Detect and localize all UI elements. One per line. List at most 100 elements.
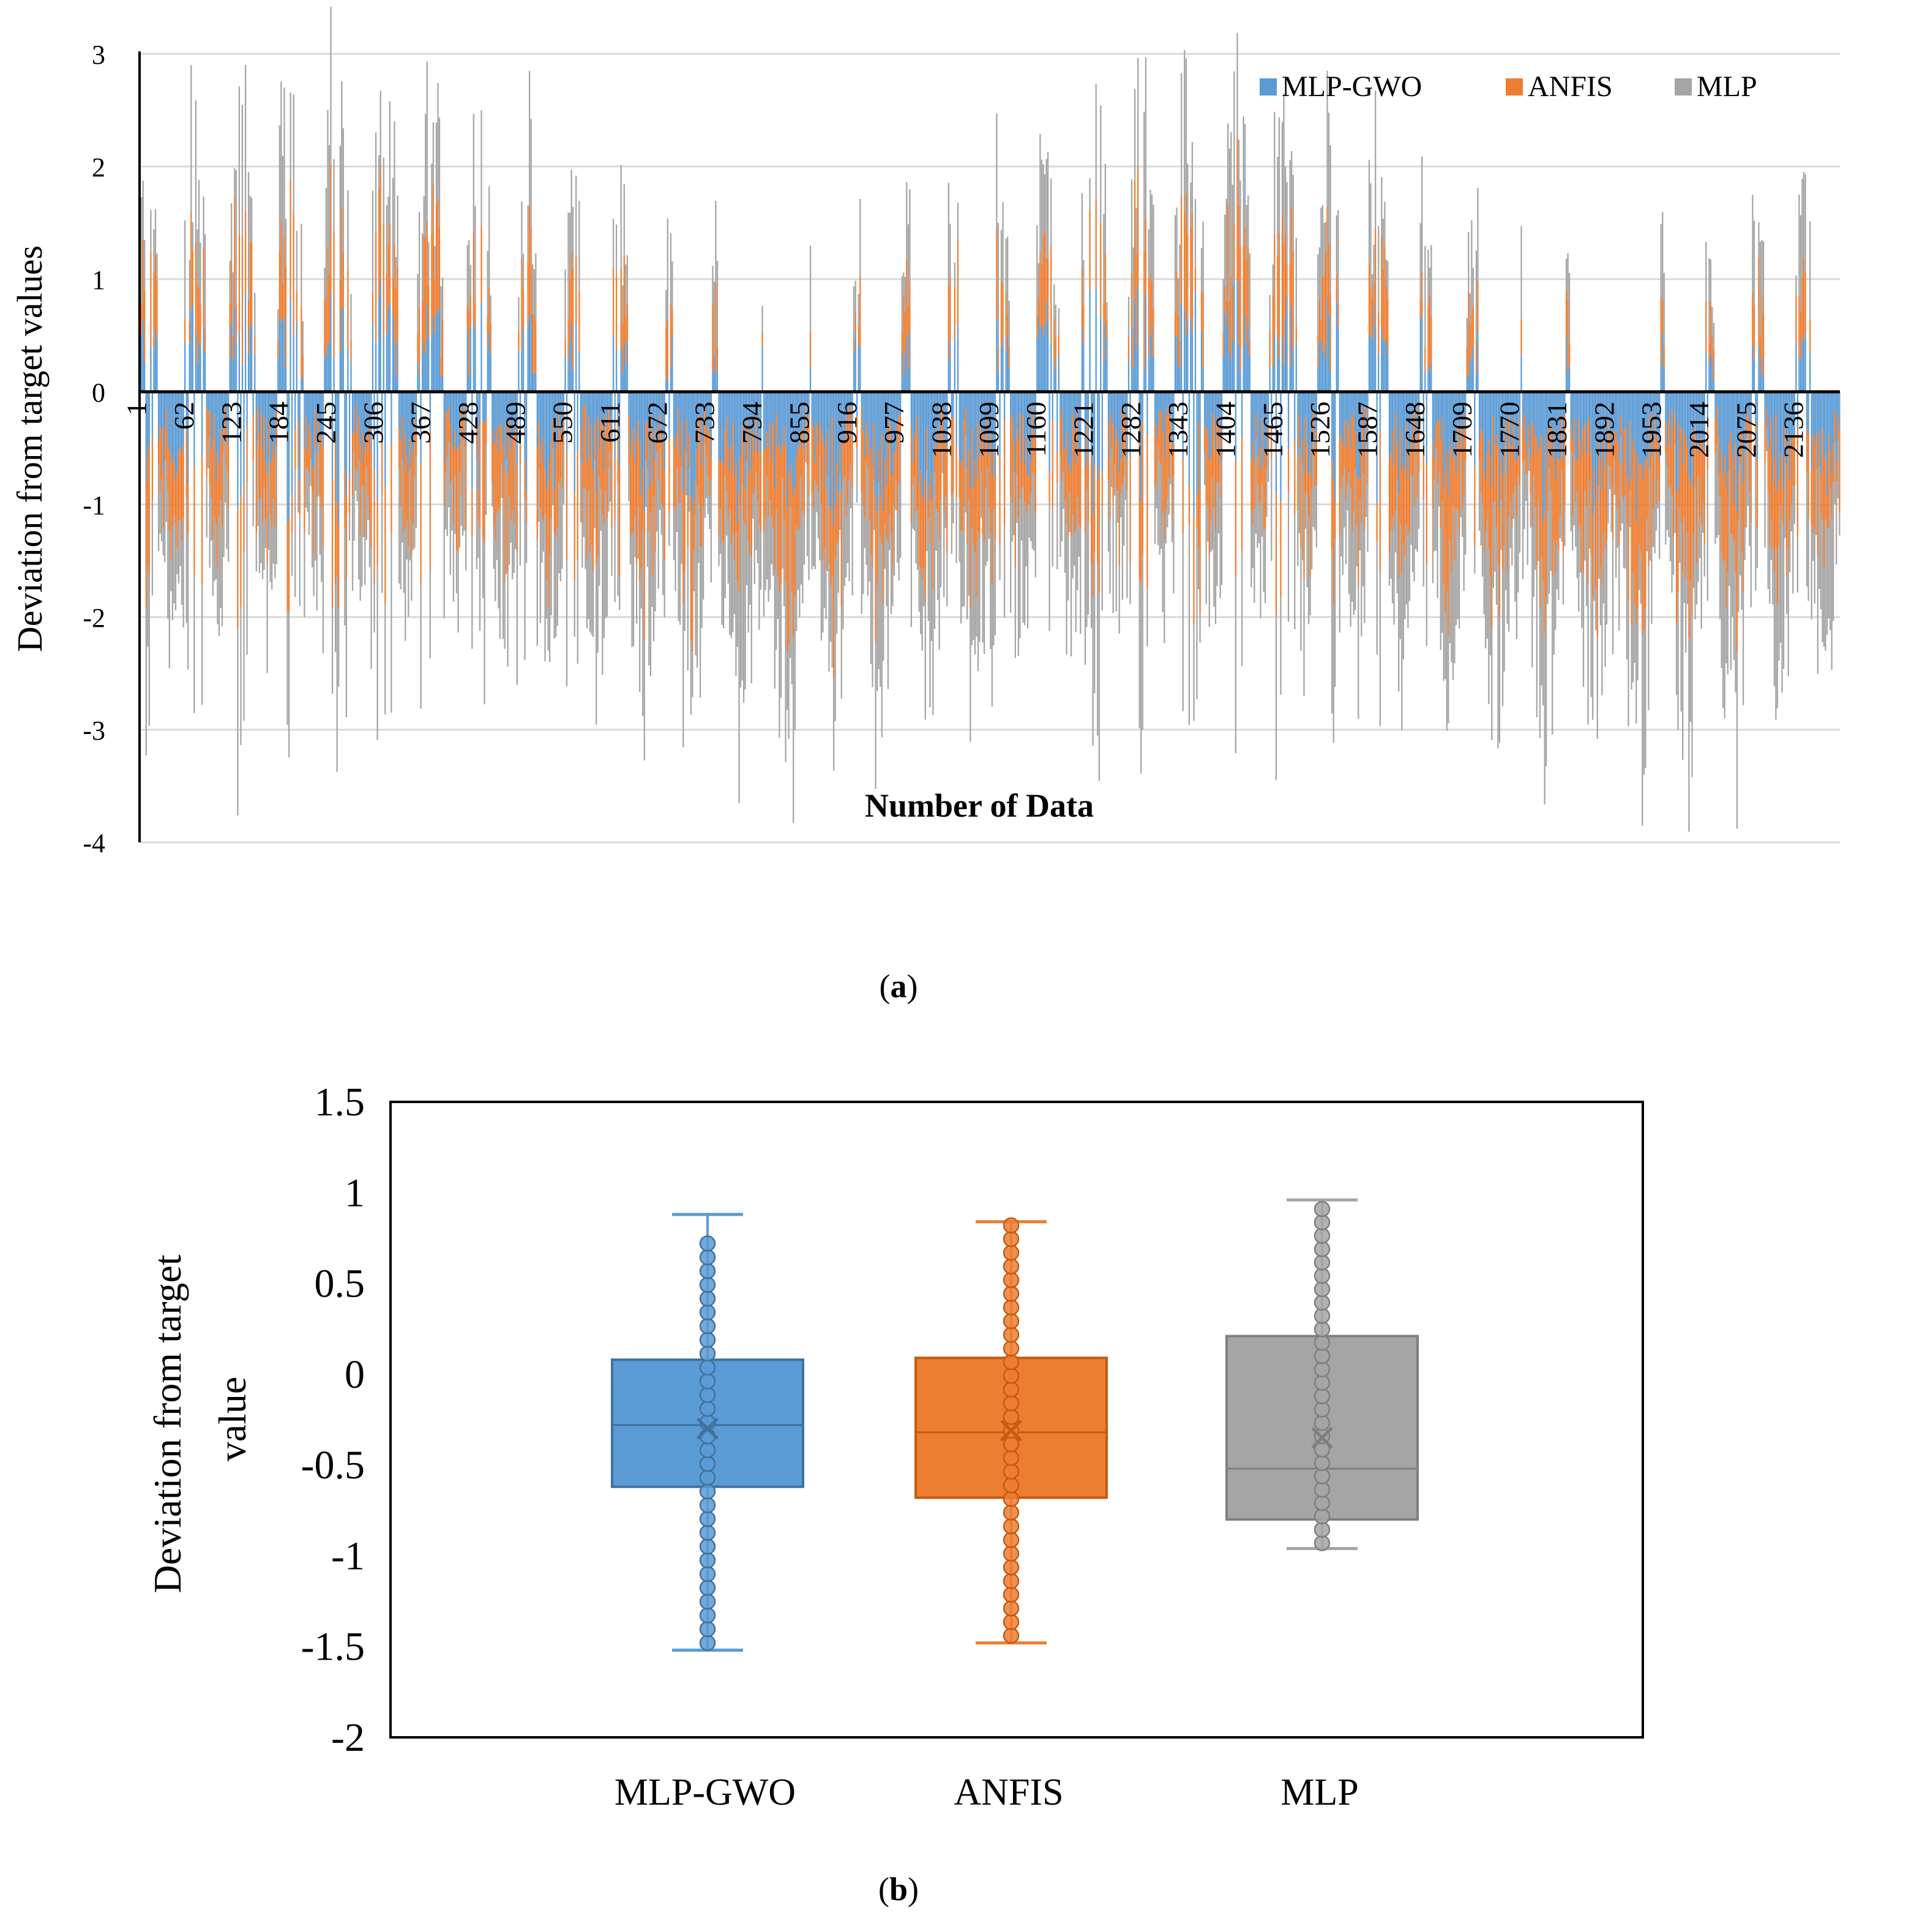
x-tick-label: 1160 xyxy=(1020,402,1052,457)
legend-item-mlp-gwo: MLP-GWO xyxy=(1260,70,1422,103)
data-point xyxy=(1314,1455,1331,1471)
x-tick-label: 184 xyxy=(263,402,294,444)
legend-item-mlp: MLP xyxy=(1675,70,1757,103)
legend-swatch xyxy=(1260,78,1277,95)
data-point xyxy=(1314,1361,1331,1378)
y-tick-label: 0 xyxy=(345,1352,365,1397)
x-tick-label: 855 xyxy=(783,402,815,444)
chart-a: 3 2 1 0 -1 -2 -3 -4 1 62 123 184 245 306 367 428 489 550… xyxy=(10,6,1841,858)
legend-swatch xyxy=(1506,78,1523,95)
data-point xyxy=(1314,1374,1331,1391)
data-point xyxy=(1314,1414,1331,1431)
data-point xyxy=(1314,1347,1331,1365)
bar-series xyxy=(139,6,1841,832)
x-tick-label: 977 xyxy=(878,402,910,444)
legend-item-anfis: ANFIS xyxy=(1506,70,1613,103)
data-point xyxy=(1314,1308,1331,1324)
y-tick-label: -1 xyxy=(331,1533,365,1578)
y-tick-labels: 1.5 1 0.5 0 -0.5 -1 -1.5 -2 xyxy=(301,1080,365,1760)
x-tick-label: 1770 xyxy=(1494,402,1525,458)
box-mlp xyxy=(1225,1198,1419,1551)
data-point xyxy=(699,1552,716,1569)
mean-marker xyxy=(1311,1426,1333,1449)
data-point xyxy=(699,1621,716,1638)
data-point xyxy=(1314,1468,1331,1485)
data-point xyxy=(699,1235,716,1252)
data-point xyxy=(1314,1254,1331,1271)
data-point xyxy=(1003,1545,1020,1562)
bar-series-mlp xyxy=(139,6,1841,832)
x-tick-label: 916 xyxy=(831,402,862,444)
x-tick-label: 367 xyxy=(405,402,436,444)
x-axis-label: Number of Data xyxy=(865,787,1094,824)
x-tick-label: 1343 xyxy=(1162,402,1194,458)
y-tick-label: -3 xyxy=(83,716,105,746)
x-tick-label: 2014 xyxy=(1683,402,1714,458)
x-tick-label: 1099 xyxy=(973,402,1004,458)
data-point xyxy=(1003,1477,1020,1494)
data-point xyxy=(1003,1518,1020,1535)
data-point xyxy=(699,1593,716,1610)
data-point xyxy=(699,1469,716,1486)
x-tick-label: 1587 xyxy=(1352,402,1383,458)
data-point xyxy=(1003,1354,1020,1371)
data-point xyxy=(1314,1508,1331,1525)
data-point xyxy=(1003,1559,1020,1576)
data-point xyxy=(1003,1312,1020,1330)
x-tick-label: 62 xyxy=(168,402,200,430)
bar-series-mlp-gwo xyxy=(139,280,1841,525)
data-point xyxy=(1314,1267,1331,1284)
data-point xyxy=(1003,1450,1020,1466)
x-tick-label: 1648 xyxy=(1399,402,1430,458)
data-point xyxy=(699,1290,716,1307)
y-tick-label: 1 xyxy=(345,1170,365,1215)
data-point xyxy=(699,1331,716,1349)
data-point xyxy=(1314,1335,1331,1351)
y-tick-label: -4 xyxy=(83,828,105,858)
data-point xyxy=(699,1276,716,1294)
y-tick-label: -1 xyxy=(83,490,105,520)
y-axis-label: Deviation from target values xyxy=(10,245,50,652)
x-tick-label: 1038 xyxy=(926,402,957,458)
y-tick-label: -0.5 xyxy=(301,1443,365,1488)
panel-b-label: b xyxy=(889,1871,908,1908)
data-point xyxy=(1314,1321,1331,1338)
data-point xyxy=(1003,1395,1020,1412)
x-tick-label: 733 xyxy=(689,402,720,444)
y-tick-label: 0 xyxy=(92,378,105,408)
x-tick-label: 550 xyxy=(547,402,578,444)
data-point xyxy=(1314,1200,1331,1218)
data-point xyxy=(1003,1463,1020,1480)
data-point xyxy=(1314,1294,1331,1311)
x-tick-label: MLP xyxy=(1280,1772,1358,1813)
y-tick-label: 1.5 xyxy=(315,1080,365,1125)
x-tick-label: 1831 xyxy=(1541,402,1572,458)
data-point xyxy=(699,1318,716,1335)
data-point xyxy=(1003,1614,1020,1630)
data-point xyxy=(1003,1491,1020,1507)
y-tick-label: 1 xyxy=(92,265,105,295)
x-tick-label: 794 xyxy=(736,402,768,444)
box-mlp-gwo xyxy=(611,1213,804,1652)
x-tick-label: ANFIS xyxy=(954,1772,1063,1813)
x-tick-label: 611 xyxy=(594,402,626,443)
data-point xyxy=(1003,1368,1020,1384)
data-point xyxy=(699,1428,716,1445)
data-point xyxy=(1003,1627,1020,1644)
x-tick-label: 2075 xyxy=(1730,402,1762,458)
x-tick-label: 1953 xyxy=(1636,402,1667,458)
y-axis-label-line-2: value xyxy=(211,1377,254,1462)
panel-a-caption: (a) xyxy=(880,968,918,1005)
x-tick-label: 1282 xyxy=(1115,402,1146,458)
legend-swatch xyxy=(1675,78,1692,95)
data-point xyxy=(1314,1535,1331,1551)
x-tick-label: 1465 xyxy=(1257,402,1288,458)
x-tick-label: 1 xyxy=(121,402,152,416)
x-tick-label: 245 xyxy=(310,402,342,444)
x-tick-labels: MLP-GWO ANFIS MLP xyxy=(615,1772,1359,1813)
y-tick-label: 3 xyxy=(92,40,105,70)
y-tick-labels: 3 2 1 0 -1 -2 -3 -4 xyxy=(83,40,105,858)
data-point xyxy=(1003,1340,1020,1357)
panel-a-label: a xyxy=(891,968,907,1005)
